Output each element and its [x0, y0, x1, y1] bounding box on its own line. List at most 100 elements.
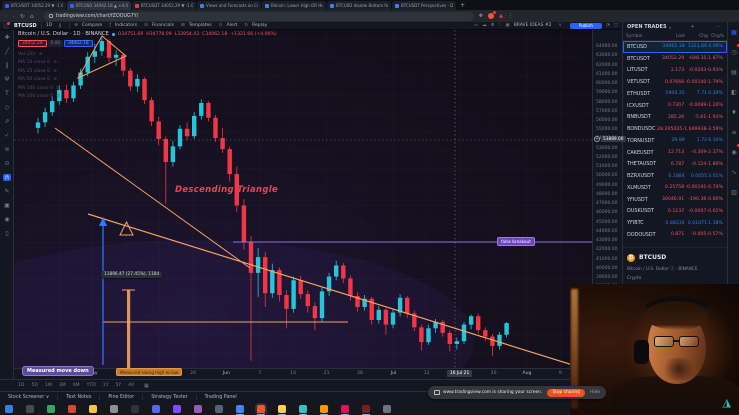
browser-tab-6[interactable]: BTCUSDT Perspectives - Download fr [392, 1, 456, 10]
panel-tab-2[interactable]: Pine Editor [99, 395, 142, 400]
browser-menu-icon[interactable]: ⋮ [508, 13, 513, 19]
settings-gear-icon[interactable]: ✻ [490, 23, 495, 28]
range-1d[interactable]: 1D [18, 383, 25, 388]
browser-tab-5[interactable]: BTCUSD double Bottom formed wait [327, 1, 391, 10]
eye-hidden-icon[interactable]: ⊘ [53, 77, 57, 83]
layout-name-button[interactable]: BRAVE IDEAS #2 [513, 23, 552, 28]
crosshair-icon[interactable]: ✚ [4, 33, 10, 41]
warning-icon[interactable]: ▲ [499, 13, 503, 19]
range-all[interactable]: All [128, 383, 134, 388]
eye-hidden-icon[interactable]: ⊘ [38, 51, 43, 57]
sell-button[interactable]: 34052.29 [18, 40, 47, 47]
app-violet[interactable] [194, 405, 202, 413]
watchlist-row-CAKEUSDT[interactable]: CAKEUSDT 12.713 -0.309 -2.37% [627, 149, 723, 156]
tv-desktop-app[interactable] [362, 405, 370, 415]
magnet-icon[interactable]: ∩ [3, 173, 11, 181]
app-dark[interactable] [131, 405, 139, 413]
indicator-row-1[interactable]: MA 10 close 0 ⊘ [18, 60, 57, 66]
app-purple[interactable] [173, 405, 181, 413]
range-3m[interactable]: 3M [58, 383, 66, 388]
forward-icon[interactable]: › [12, 12, 15, 20]
watchlist-row-BZRXUSDT[interactable]: BZRXUSDT 0.1884 0.0055 3.01% [627, 173, 723, 180]
reload-icon[interactable]: ↻ [19, 12, 25, 20]
trend-line-icon[interactable]: ╱ [5, 47, 9, 55]
browser-tab-4[interactable]: Bitcoin: Lower High OR Higher Low? [262, 1, 326, 10]
eye-hidden-icon[interactable]: ⊘ [56, 85, 60, 91]
chart-canvas[interactable] [14, 30, 592, 368]
draw-icon[interactable]: ✎ [4, 187, 10, 195]
col-chgpct[interactable]: Chg% [711, 33, 724, 39]
notifications-icon[interactable]: ▥ [731, 188, 737, 196]
watchlist-icon[interactable]: ▦ [731, 28, 737, 36]
watchlist-row-LITUSDT[interactable]: LITUSDT 2.173 -0.0203 -0.93% [627, 67, 723, 74]
indicator-row-2[interactable]: MA 25 close 0 ⊘ [18, 68, 57, 74]
start-button[interactable] [5, 405, 13, 413]
indicator-row-3[interactable]: MA 50 close 0 ⊘ [18, 77, 57, 83]
details-symbol[interactable]: BTCUSD [639, 254, 667, 262]
publish-button[interactable]: Publish [569, 22, 602, 29]
measured-move-label[interactable]: Measured move down [22, 366, 94, 376]
zoom-icon[interactable]: ⊙ [4, 159, 10, 167]
indicator-row-4[interactable]: MA 100 close 0 ⊘ [18, 85, 60, 91]
news-icon[interactable]: ▤ [731, 68, 737, 76]
fullscreen-icon[interactable]: ∷ [498, 23, 502, 28]
layout-icon[interactable]: ▢ [613, 23, 618, 28]
measured-swing-label[interactable]: Measured swing high to low [116, 368, 183, 376]
cloud-save-icon[interactable]: ☁ [482, 23, 487, 28]
calendar-icon[interactable]: ≡ [731, 128, 737, 136]
pitchfork-icon[interactable]: Ψ [4, 75, 10, 83]
brave-browser[interactable] [257, 405, 265, 415]
browser-tab-2[interactable]: BTCUSDT 34052.29 ▼ -1.07% 21/30 [132, 1, 196, 10]
range-ytd[interactable]: YTD [86, 383, 96, 388]
discord-app[interactable] [152, 405, 160, 413]
chrome-browser[interactable] [236, 405, 244, 415]
alerts-icon[interactable]: ◷ [728, 42, 739, 62]
watchlist-row-BTCUSDT[interactable]: BTCUSDT 34052.29 -648.35 -1.87% [627, 55, 723, 62]
toolbar-button-templates[interactable]: ⊞ Templates [180, 23, 212, 28]
tradingview-logo[interactable] [3, 21, 10, 29]
browser-tab-3[interactable]: Views and Forecasts on Cryptocurren [197, 1, 261, 10]
interval-button[interactable]: 1D [45, 23, 53, 28]
symbol-title[interactable]: Bitcoin / U.S. Dollar · 1D · BINANCE [18, 31, 109, 37]
watchlist-row-ICXUSDT[interactable]: ICXUSDT 0.7307 -0.0089 -1.20% [627, 102, 723, 109]
brave-lion-ic[interactable] [488, 11, 497, 19]
watchlist-row-THETAUSDT[interactable]: THETAUSDT 6.787 -0.124 -1.80% [627, 161, 723, 168]
hotlists-icon[interactable]: ♦ [731, 108, 737, 116]
watchlist-row-YFIUSDT[interactable]: YFIUSDT 30046.91 -190.36 -0.60% [627, 196, 723, 203]
delete-icon[interactable]: ▯ [5, 229, 9, 237]
toolbar-button-compare[interactable]: ⊕ Compare [74, 23, 103, 28]
firefox-browser[interactable] [320, 405, 328, 415]
long-position-icon[interactable]: ⇗ [4, 117, 10, 125]
time-axis[interactable]: 16 Jul 21 1926May101724Jun7142128Jul1219… [14, 368, 597, 379]
new-tab-button[interactable]: + [460, 2, 466, 9]
app-green[interactable] [47, 405, 55, 413]
folder-2-icon[interactable] [278, 405, 286, 415]
folder-icon[interactable] [89, 405, 97, 413]
home-icon[interactable]: ⌂ [29, 12, 34, 20]
eye-hidden-icon[interactable]: ⊘ [53, 68, 57, 74]
candle-style-icon[interactable]: ⫼ [59, 23, 62, 29]
ideas-icon[interactable]: ◉ [728, 142, 739, 162]
snapshot-camera-icon[interactable]: ▣ [505, 23, 510, 28]
obs-app[interactable] [383, 405, 391, 413]
chat-icon[interactable]: ∿ [731, 168, 737, 176]
range-1y[interactable]: 1Y [102, 383, 109, 388]
photos-app[interactable] [110, 405, 118, 413]
watchlist-row-BNBUSDT[interactable]: BNBUSDT 285.26 -5.61 -1.93% [627, 114, 723, 121]
pattern-annotation[interactable]: Descending Triangle [175, 185, 279, 195]
search-icon[interactable] [26, 405, 34, 413]
browser-tab-1[interactable]: BTCUSD 34062.18 ▲ +4.06% [67, 1, 131, 10]
extensions-puzzle-icon[interactable]: ❖ [478, 13, 484, 19]
panel-tab-3[interactable]: Strategy Tester [142, 395, 195, 400]
watchlist-row-VETUSDT[interactable]: VETUSDT 0.07666 -0.00140 -1.79% [627, 79, 723, 86]
panel-tab-4[interactable]: Trading Panel [195, 395, 245, 400]
watchlist-menu-icon[interactable]: ⋯ [715, 24, 721, 30]
toolbar-button-indicators[interactable]: ƒ Indicators [109, 23, 138, 28]
indicator-row-0[interactable]: Vol (20) ⊘ [18, 51, 43, 57]
data-window-icon[interactable]: ◧ [731, 88, 737, 96]
alert-bell-icon[interactable]: ◔ [605, 23, 610, 28]
eye-hidden-icon[interactable]: ⊘ [53, 60, 57, 66]
symbol-button[interactable]: BTCUSD [14, 22, 37, 29]
false-breakout-label[interactable]: false breakout [497, 237, 535, 246]
toolbar-button-replay[interactable]: ↻ Replay [244, 23, 268, 28]
